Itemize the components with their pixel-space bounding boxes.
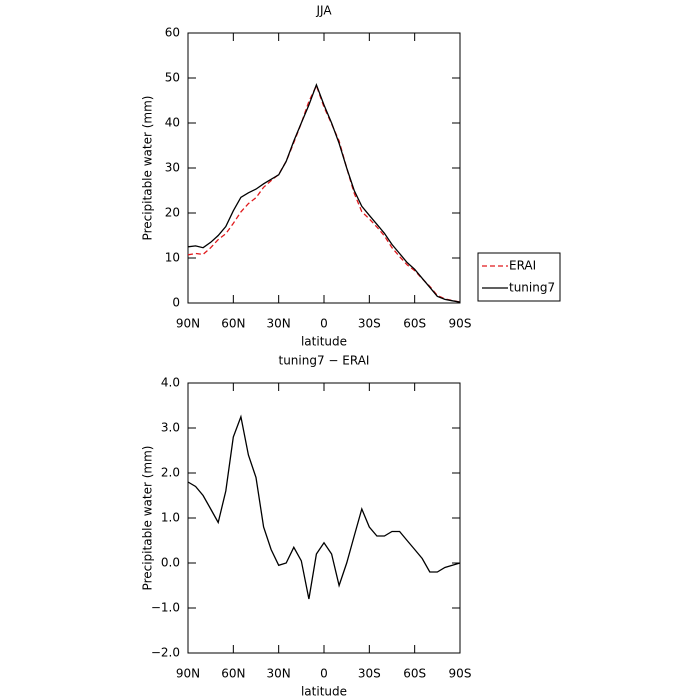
y-tick-label: 2.0 bbox=[161, 466, 180, 480]
data-line bbox=[187, 414, 461, 600]
y-axis-label: Precipitable water (mm) bbox=[141, 446, 155, 591]
x-tick-label: 30N bbox=[267, 317, 291, 331]
x-tick-label: 90S bbox=[449, 317, 472, 331]
x-axis-label: latitude bbox=[301, 685, 347, 699]
y-tick-label: 0 bbox=[172, 296, 180, 310]
y-tick-label: 50 bbox=[165, 71, 180, 85]
chart-title: JJA bbox=[315, 4, 332, 18]
x-tick-label: 60S bbox=[403, 667, 426, 681]
y-tick-label: −2.0 bbox=[151, 646, 180, 660]
x-tick-label: 0 bbox=[320, 317, 328, 331]
x-tick-label: 90S bbox=[449, 667, 472, 681]
data-line bbox=[187, 82, 461, 303]
x-tick-label: 30S bbox=[358, 667, 381, 681]
x-tick-label: 60S bbox=[403, 317, 426, 331]
y-tick-label: −1.0 bbox=[151, 601, 180, 615]
data-line bbox=[187, 84, 461, 303]
x-tick-label: 30N bbox=[267, 667, 291, 681]
x-tick-label: 60N bbox=[221, 667, 245, 681]
x-tick-label: 90N bbox=[176, 317, 200, 331]
plot-frame bbox=[187, 32, 461, 304]
legend-box bbox=[477, 252, 561, 302]
plot-frame bbox=[187, 382, 461, 654]
y-tick-label: 30 bbox=[165, 161, 180, 175]
legend-label: ERAI bbox=[509, 259, 536, 273]
y-tick-label: 3.0 bbox=[161, 421, 180, 435]
y-axis-label: Precipitable water (mm) bbox=[141, 96, 155, 241]
x-tick-label: 60N bbox=[221, 317, 245, 331]
y-tick-label: 60 bbox=[165, 26, 180, 40]
x-tick-label: 30S bbox=[358, 317, 381, 331]
y-tick-label: 10 bbox=[165, 251, 180, 265]
x-tick-label: 90N bbox=[176, 667, 200, 681]
x-tick-label: 0 bbox=[320, 667, 328, 681]
y-tick-label: 4.0 bbox=[161, 376, 180, 390]
y-tick-label: 40 bbox=[165, 116, 180, 130]
chart-title: tuning7 − ERAI bbox=[279, 354, 370, 368]
y-tick-label: 20 bbox=[165, 206, 180, 220]
x-axis-label: latitude bbox=[301, 335, 347, 349]
legend-label: tuning7 bbox=[509, 281, 555, 295]
y-tick-label: 1.0 bbox=[161, 511, 180, 525]
y-tick-label: 0.0 bbox=[161, 556, 180, 570]
